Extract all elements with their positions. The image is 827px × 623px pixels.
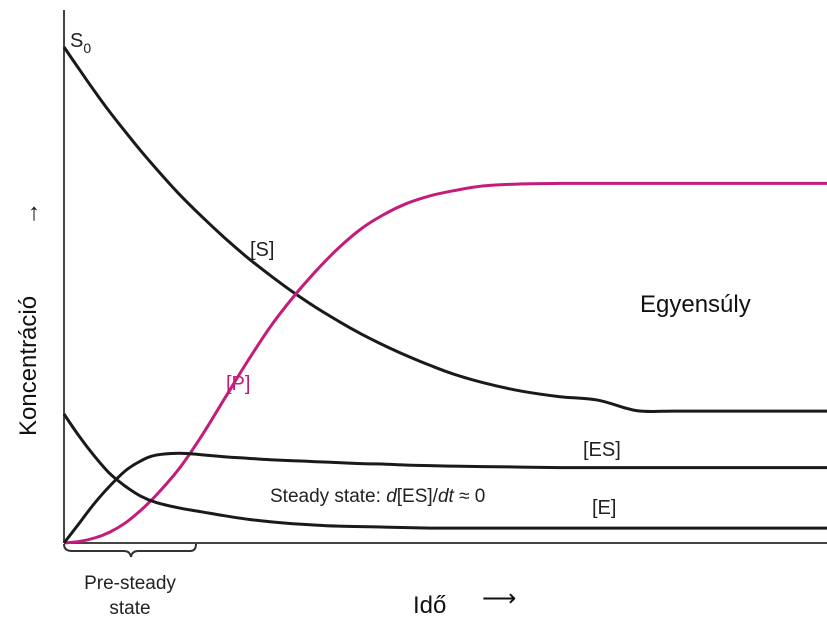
steady-state-post: ≈ 0 [454,486,486,507]
x-axis-label: Idő [413,592,446,619]
s0-sub: 0 [83,40,91,56]
series-layer [62,46,827,545]
steady-state-dt: dt [438,486,455,507]
steady-state-mid: [ES]/ [397,486,439,507]
series-es [62,451,827,544]
pre-steady-line2: state [109,598,150,619]
x-axis-arrow: ⟶ [482,585,516,612]
series-label-e: [E] [592,497,616,519]
steady-state-pre: Steady state: [270,486,386,507]
pre-steady-brace [63,543,197,558]
series-e [62,413,827,530]
s0-label: S0 [70,30,91,56]
series-label-s: [S] [250,239,274,261]
series-label-es: [ES] [583,439,621,461]
y-axis-label: Koncentráció [15,296,42,436]
pre-steady-line1: Pre-steady [84,573,176,594]
equilibrium-label: Egyensúly [640,291,751,318]
series-label-p: [P] [226,373,250,395]
y-axis-arrow: ↑ [28,199,40,226]
steady-state-d: d [386,486,398,507]
steady-state-label: Steady state: d[ES]/dt ≈ 0 [270,486,485,507]
s0-main: S [70,30,83,52]
series-s [62,46,827,414]
series-p [63,181,827,545]
